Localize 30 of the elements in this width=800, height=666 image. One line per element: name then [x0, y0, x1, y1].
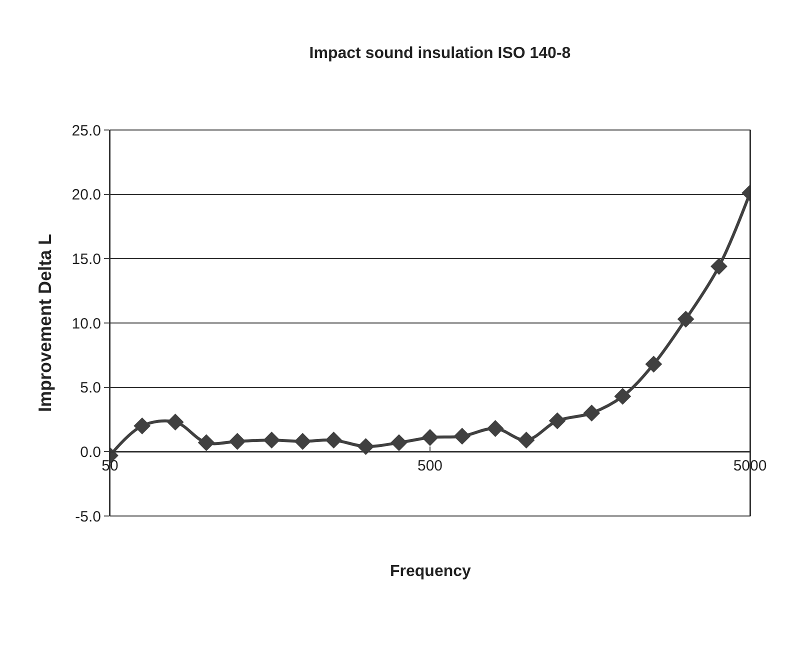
point — [325, 432, 342, 449]
point — [166, 414, 184, 431]
point — [198, 434, 215, 452]
point — [645, 356, 662, 373]
point — [294, 432, 312, 450]
point — [134, 417, 151, 434]
point — [548, 412, 566, 430]
point — [614, 388, 632, 405]
point — [357, 438, 374, 455]
y-tick-label: 5.0 — [80, 380, 101, 397]
point — [390, 434, 408, 452]
y-tick-label: 0.0 — [80, 444, 101, 461]
point — [454, 428, 471, 445]
x-tick-label: 500 — [417, 458, 443, 475]
y-tick-label: 25.0 — [72, 122, 101, 140]
point — [486, 420, 504, 437]
y-tick-label: 20.0 — [72, 186, 101, 204]
y-axis-title: Improvement Delta L — [34, 234, 55, 412]
point — [583, 404, 600, 422]
chart-title: Impact sound insulation ISO 140-8 — [309, 44, 571, 62]
point — [422, 429, 438, 446]
y-tick-label: 15.0 — [72, 250, 101, 268]
point — [677, 310, 694, 328]
x-axis-title: Frequency — [390, 563, 472, 580]
point — [263, 432, 280, 449]
y-tick-label: -5.0 — [75, 508, 101, 526]
y-tick-label: 10.0 — [72, 315, 101, 332]
point — [518, 432, 535, 449]
point — [710, 258, 728, 275]
point — [228, 432, 246, 450]
